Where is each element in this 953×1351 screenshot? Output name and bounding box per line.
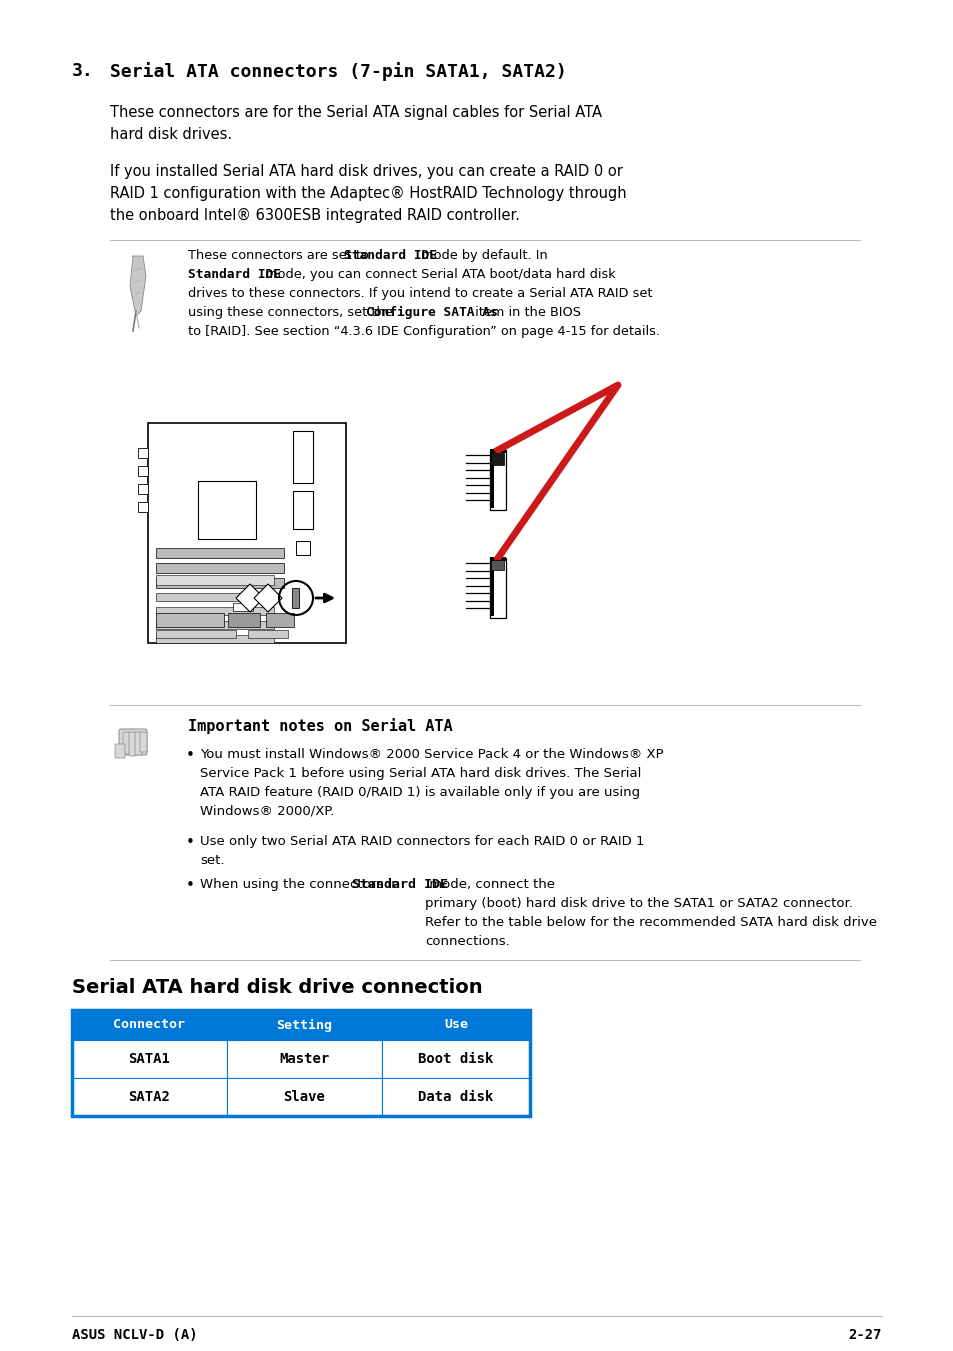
Bar [71, 1011, 227, 1040]
Text: These connectors are for the Serial ATA signal cables for Serial ATA
hard disk d: These connectors are for the Serial ATA … [110, 105, 601, 142]
Bar [266, 613, 294, 627]
Bar [228, 613, 260, 627]
Bar [490, 449, 505, 453]
Text: Standard IDE: Standard IDE [352, 878, 448, 892]
Text: mode by default. In: mode by default. In [416, 249, 547, 262]
Text: SATA1: SATA1 [129, 1052, 171, 1066]
Bar [156, 549, 284, 558]
Bar [148, 423, 346, 643]
Text: Setting: Setting [276, 1019, 333, 1032]
Bar [156, 593, 274, 601]
Text: using these connectors, set the: using these connectors, set the [188, 305, 396, 319]
Polygon shape [235, 584, 264, 612]
Text: Master: Master [279, 1052, 330, 1066]
Text: When using the connectors in: When using the connectors in [200, 878, 403, 892]
Bar [381, 1078, 530, 1116]
Text: •: • [186, 748, 194, 763]
Text: drives to these connectors. If you intend to create a Serial ATA RAID set: drives to these connectors. If you inten… [188, 286, 652, 300]
FancyBboxPatch shape [119, 730, 147, 755]
FancyBboxPatch shape [123, 732, 130, 754]
Bar [71, 1040, 227, 1078]
Bar [293, 431, 313, 484]
Bar [381, 1011, 530, 1040]
Text: SATA2: SATA2 [129, 1090, 171, 1104]
Bar [490, 558, 505, 617]
FancyBboxPatch shape [140, 732, 147, 753]
Text: mode, connect the
primary (boot) hard disk drive to the SATA1 or SATA2 connector: mode, connect the primary (boot) hard di… [424, 878, 876, 948]
Bar [248, 630, 288, 638]
Bar [156, 563, 284, 573]
Text: 2-27: 2-27 [847, 1328, 882, 1342]
Bar [491, 561, 503, 570]
Polygon shape [130, 255, 146, 316]
Bar [156, 576, 274, 585]
Bar [156, 621, 274, 630]
Text: Connector: Connector [113, 1019, 185, 1032]
Bar [490, 561, 494, 616]
Text: Serial ATA hard disk drive connection: Serial ATA hard disk drive connection [71, 978, 482, 997]
Polygon shape [253, 584, 282, 612]
Text: Use: Use [443, 1019, 468, 1032]
Bar [295, 540, 310, 555]
Text: Data disk: Data disk [417, 1090, 493, 1104]
Bar [491, 453, 503, 465]
Text: Slave: Slave [283, 1090, 325, 1104]
Text: to [RAID]. See section “4.3.6 IDE Configuration” on page 4-15 for details.: to [RAID]. See section “4.3.6 IDE Config… [188, 326, 659, 338]
Bar [227, 1040, 381, 1078]
Bar [156, 607, 274, 615]
FancyBboxPatch shape [135, 732, 142, 755]
Text: Standard IDE: Standard IDE [188, 267, 281, 281]
Bar [156, 578, 284, 588]
Text: These connectors are set to: These connectors are set to [188, 249, 373, 262]
Bar [138, 484, 148, 494]
Text: You must install Windows® 2000 Service Pack 4 or the Windows® XP
Service Pack 1 : You must install Windows® 2000 Service P… [200, 748, 663, 817]
Bar [138, 503, 148, 512]
Text: Configure SATA As: Configure SATA As [366, 305, 497, 319]
Bar [490, 557, 505, 561]
FancyBboxPatch shape [115, 744, 125, 758]
Bar [156, 613, 224, 627]
Text: •: • [186, 835, 194, 850]
Bar [156, 630, 235, 638]
Text: ASUS NCLV-D (A): ASUS NCLV-D (A) [71, 1328, 197, 1342]
Bar [71, 1078, 227, 1116]
Bar [138, 449, 148, 458]
Text: Serial ATA connectors (7-pin SATA1, SATA2): Serial ATA connectors (7-pin SATA1, SATA… [110, 62, 566, 81]
Text: Use only two Serial ATA RAID connectors for each RAID 0 or RAID 1
set.: Use only two Serial ATA RAID connectors … [200, 835, 644, 867]
Text: 3.: 3. [71, 62, 93, 80]
Bar [198, 481, 255, 539]
Text: If you installed Serial ATA hard disk drives, you can create a RAID 0 or
RAID 1 : If you installed Serial ATA hard disk dr… [110, 163, 626, 223]
Bar [156, 635, 274, 643]
Text: item in the BIOS: item in the BIOS [471, 305, 580, 319]
Bar [293, 490, 313, 530]
Text: mode, you can connect Serial ATA boot/data hard disk: mode, you can connect Serial ATA boot/da… [261, 267, 615, 281]
Text: •: • [186, 878, 194, 893]
Bar [381, 1040, 530, 1078]
Bar [292, 588, 298, 608]
Bar [71, 1011, 530, 1116]
Bar [227, 1011, 381, 1040]
Bar [138, 466, 148, 476]
Text: Important notes on Serial ATA: Important notes on Serial ATA [188, 717, 452, 734]
Bar [233, 603, 253, 611]
Text: Boot disk: Boot disk [417, 1052, 493, 1066]
Text: Standard IDE: Standard IDE [344, 249, 436, 262]
Bar [490, 450, 505, 509]
Bar [490, 453, 494, 508]
FancyBboxPatch shape [129, 732, 136, 757]
Bar [227, 1078, 381, 1116]
